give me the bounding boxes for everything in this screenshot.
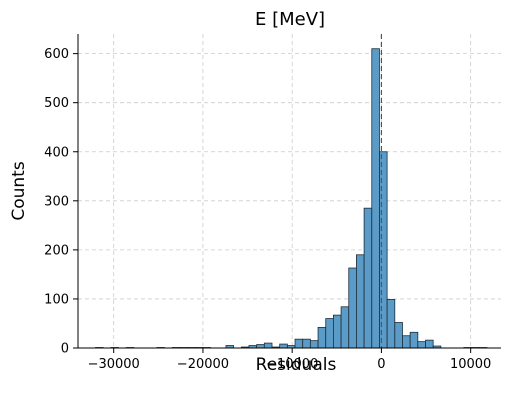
histogram-bar — [302, 338, 311, 349]
histogram-bar — [333, 314, 342, 349]
histogram-bar — [363, 207, 373, 349]
x-axis-label: Residuals — [256, 355, 337, 375]
histogram-bar — [409, 331, 419, 349]
histogram-bar — [294, 338, 304, 349]
ticks-layer: −30000 −20000 −10000 0 10000 0 100 200 300 400 500… — [44, 47, 491, 372]
histogram-bar — [256, 344, 265, 349]
x-tick-label: −10000 — [266, 357, 318, 372]
histogram-bar — [417, 341, 426, 349]
histogram-bar — [325, 318, 334, 349]
y-tick-label: 100 — [44, 292, 69, 307]
histogram-bar — [386, 299, 396, 349]
axes-layer — [77, 34, 501, 349]
histogram-bar — [379, 151, 388, 349]
histogram-bar — [356, 254, 365, 349]
y-tick-label: 400 — [44, 145, 69, 160]
histogram-bar — [348, 267, 357, 349]
y-tick-label: 300 — [44, 194, 69, 209]
x-tick-label: 0 — [377, 357, 385, 372]
x-tick-label: 10000 — [450, 357, 491, 372]
y-tick-label: 0 — [61, 342, 69, 357]
histogram-bar — [279, 343, 288, 349]
grid-layer — [78, 34, 501, 348]
histogram-bar — [371, 48, 380, 349]
histogram-bar — [402, 335, 411, 349]
histogram-bar — [340, 306, 350, 349]
histogram-bar — [263, 342, 273, 349]
y-tick-label: 500 — [44, 96, 69, 111]
histogram-bar — [394, 322, 403, 349]
chart-title: E [MeV] — [255, 9, 325, 30]
histogram-bar — [425, 339, 434, 349]
x-tick-label: −20000 — [177, 357, 229, 372]
x-tick-label: −30000 — [88, 357, 140, 372]
histogram-bar — [309, 340, 319, 349]
y-axis-label: Counts — [9, 161, 29, 220]
bars-layer — [95, 48, 488, 349]
histogram-bar — [317, 326, 327, 349]
y-tick-label: 600 — [44, 47, 69, 62]
y-tick-label: 200 — [44, 243, 69, 258]
